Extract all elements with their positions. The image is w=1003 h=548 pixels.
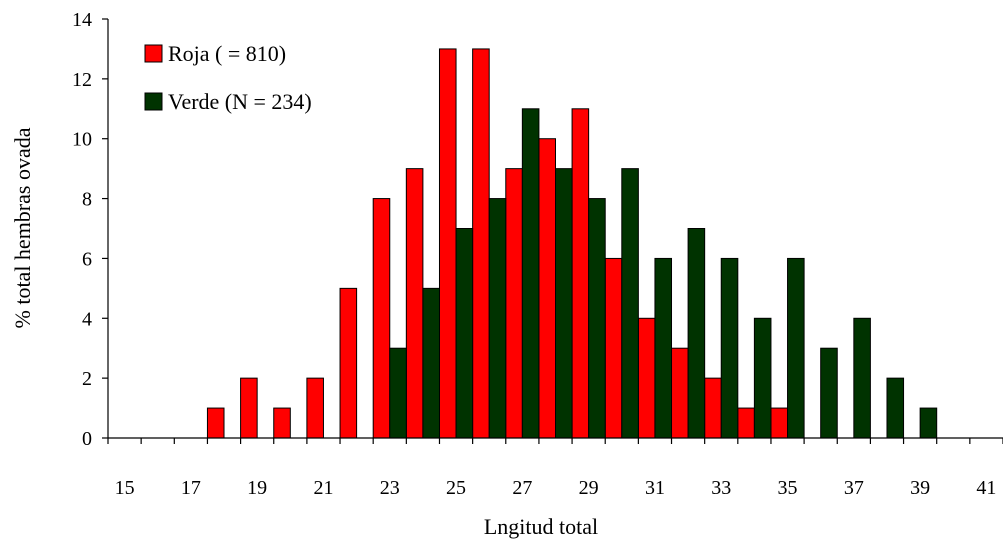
y-tick-label: 10 [72,129,92,151]
bar-roja-25 [438,48,457,439]
x-tick-label: 41 [976,477,996,499]
bar-roja-20 [273,407,291,439]
legend: Roja ( = 810) Verde (N = 234) [144,41,312,114]
bar-roja-35 [770,407,789,439]
x-tick-label: 15 [115,477,135,499]
y-axis-title: % total hembras ovada [10,127,35,328]
x-tick-label: 31 [645,477,665,499]
bar-roja-33 [704,377,722,439]
legend-label-verde: Verde (N = 234) [168,89,312,114]
x-tick-label: 27 [512,477,532,499]
y-tick-label: 4 [82,308,92,330]
bar-verde-36 [820,347,838,439]
y-tick-label: 12 [72,69,92,91]
bar-verde-26 [488,198,507,439]
bar-verde-30 [621,168,639,439]
x-tick-label: 23 [380,477,400,499]
x-tick-label: 21 [313,477,333,499]
bar-roja-19 [240,377,258,439]
bar-verde-32 [687,228,706,439]
bar-roja-34 [737,407,755,439]
bar-roja-31 [637,317,656,439]
x-ticks-group: 15 17 19 21 23 25 27 29 31 33 35 37 39 41 [107,438,1003,499]
bar-verde-25 [455,228,474,439]
legend-swatch-verde [144,92,163,111]
y-tick-label: 2 [82,368,92,390]
x-tick-label: 35 [778,477,798,499]
bar-verde-31 [654,257,673,439]
axes-group [107,19,1003,439]
bar-roja-29 [571,108,590,439]
bar-roja-27 [505,168,523,439]
y-tick-label: 0 [82,428,92,450]
x-tick-label: 37 [844,477,864,499]
bar-verde-38 [886,377,905,439]
bar-roja-23 [372,198,391,439]
x-tick-label: 29 [579,477,599,499]
x-tick-label: 19 [247,477,267,499]
bar-roja-24 [405,168,424,439]
bar-verde-39 [919,407,938,439]
bar-verde-35 [787,257,805,439]
bar-roja-26 [472,48,490,439]
bar-verde-27 [521,108,540,439]
y-tick-label: 14 [72,9,92,31]
bar-roja-30 [604,257,623,439]
bar-verde-37 [853,317,871,439]
legend-swatch-roja [144,44,163,63]
y-tick-label: 8 [82,189,92,211]
y-ticks-group: 0 2 4 6 8 10 12 14 [72,9,108,450]
bar-roja-28 [538,138,556,439]
bar-roja-22 [339,287,358,439]
bar-verde-24 [422,287,440,439]
bar-roja-21 [306,377,324,439]
bars-group [206,48,938,439]
bar-verde-33 [720,257,739,439]
bar-verde-29 [588,198,606,439]
x-tick-label: 33 [711,477,731,499]
bar-verde-23 [389,347,407,439]
legend-label-roja: Roja ( = 810) [168,41,286,66]
bar-roja-18 [206,407,225,439]
y-tick-label: 6 [82,248,92,270]
bar-verde-34 [753,317,772,439]
bar-verde-28 [555,168,573,439]
x-axis-title: Lngitud total [484,514,598,539]
x-tick-label: 25 [446,477,466,499]
x-tick-label: 39 [910,477,930,499]
x-tick-label: 17 [181,477,201,499]
bar-roja-32 [671,347,689,439]
